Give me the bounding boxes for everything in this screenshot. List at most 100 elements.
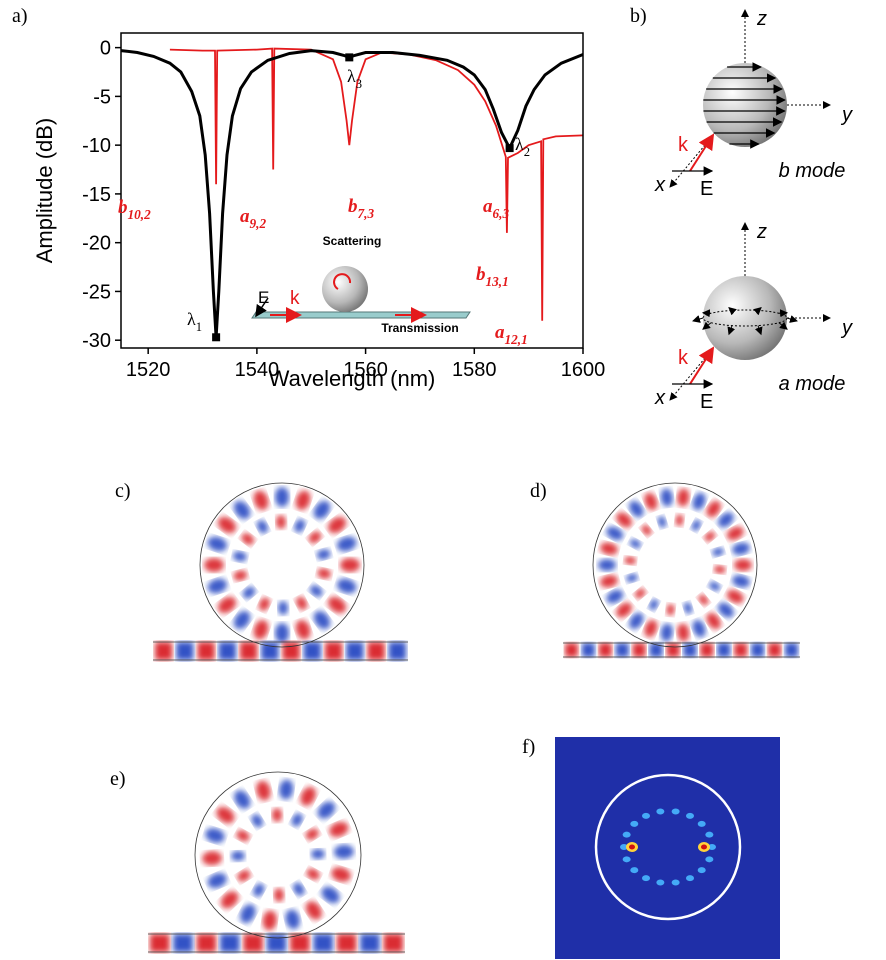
waveguide-field [176, 642, 193, 660]
waveguide-field [599, 643, 612, 657]
resonator-outline [200, 483, 364, 647]
field-lobe [306, 529, 323, 546]
field-lobe [633, 587, 647, 601]
intensity-spot [623, 856, 631, 862]
intensity-spot [642, 875, 650, 881]
mode-annotation-main: b [118, 197, 128, 218]
y-axis-label: Amplitude (dB) [32, 118, 57, 264]
field-lobe [278, 601, 288, 615]
sphere [703, 276, 787, 360]
field-lobe [676, 623, 690, 642]
resonance-marker [212, 333, 220, 341]
mode-annotation: a12,1 [495, 322, 528, 347]
waveguide-field [198, 642, 215, 660]
figure: a) b) c) d) e) f) 152015401560158016000-… [0, 0, 886, 960]
field-lobe [598, 559, 616, 571]
field-lobe [660, 623, 674, 642]
field-lobe [251, 618, 270, 641]
intensity-spot [623, 832, 631, 838]
field-lobe [314, 798, 338, 822]
field-lobe [276, 515, 286, 529]
intensity-spot [656, 809, 664, 815]
waveguide-field [360, 934, 379, 952]
mode-annotation: b10,2 [118, 197, 151, 222]
x-tick-label: 1600 [561, 359, 606, 381]
mode-annotation-sub: 7,3 [358, 206, 375, 221]
field-lobe [642, 491, 660, 512]
waveguide-field [219, 642, 236, 660]
intensity-spot [656, 879, 664, 885]
field-lobe [230, 608, 253, 632]
panel-label: e) [110, 768, 126, 790]
field-lobe [217, 888, 241, 912]
resonator-outline [593, 483, 757, 647]
lambda-label-main: λ [187, 309, 196, 329]
field-lobe [318, 883, 342, 906]
waveguide-field [616, 643, 629, 657]
field-maps [148, 483, 800, 959]
mode-annotation-sub: 9,2 [250, 216, 267, 231]
panel-b: zyxkEb modezyxkEa mode [654, 8, 853, 413]
field-lobe [231, 787, 254, 811]
waveguide-field [684, 643, 697, 657]
field-lobe [327, 819, 351, 840]
panel-label: c) [115, 480, 131, 502]
field-lobe [335, 576, 358, 595]
waveguide-field [337, 934, 356, 952]
field-lobe [291, 881, 307, 898]
mode-annotation-main: b [476, 264, 486, 285]
x-tick-label: 1520 [126, 359, 171, 381]
field-lobe [251, 882, 266, 899]
waveguide-field [314, 934, 333, 952]
field-lobe [690, 518, 703, 532]
field-lobe [734, 559, 752, 571]
field-lobe [640, 523, 654, 537]
field-lobe [297, 784, 319, 808]
waveguide-field [283, 642, 300, 660]
field-lobe [231, 851, 245, 861]
waveguide-field [304, 642, 321, 660]
field-lobe [724, 587, 746, 606]
field-lobe [703, 530, 717, 544]
axis-letter: x [654, 174, 666, 196]
field-lobe [311, 849, 325, 859]
field-lobe [310, 498, 333, 522]
field-lobe [262, 910, 278, 932]
mode-annotation-sub: 12,1 [505, 332, 528, 347]
intensity-spot [630, 867, 638, 873]
field-lobe [274, 888, 284, 902]
intensity-spot [705, 832, 713, 838]
field-lobe [335, 534, 358, 553]
waveguide-field [267, 934, 286, 952]
field-lobe [704, 610, 724, 632]
sphere [322, 266, 368, 312]
inset-label: k [290, 288, 300, 309]
intensity-spot [686, 813, 694, 819]
field-lobe [232, 569, 248, 582]
waveguide-field [197, 934, 216, 952]
field-arrow [693, 318, 703, 321]
panel-label: f) [522, 736, 535, 758]
waveguide-field [734, 643, 747, 657]
intensity-spot [672, 879, 680, 885]
axis-letter: z [756, 221, 767, 243]
field-lobe [642, 618, 660, 639]
waveguide-field [368, 642, 385, 660]
inset-label: E [258, 288, 269, 307]
field-lobe [206, 534, 229, 553]
waveguide-field [389, 642, 406, 660]
field-lobe [275, 623, 289, 643]
waveguide-field [768, 643, 781, 657]
series-line [170, 49, 583, 321]
field-lobe [302, 898, 325, 922]
field-lobe [690, 618, 708, 639]
lambda-label-sub: 1 [196, 320, 202, 334]
k-arrow [690, 348, 713, 384]
lambda-label-main: λ [347, 66, 356, 86]
intensity-background [555, 737, 780, 959]
mode-annotation: b7,3 [348, 196, 374, 221]
lambda-label: λ1 [187, 309, 202, 334]
field-arrow [703, 313, 711, 314]
mode-annotation: b13,1 [476, 264, 509, 289]
